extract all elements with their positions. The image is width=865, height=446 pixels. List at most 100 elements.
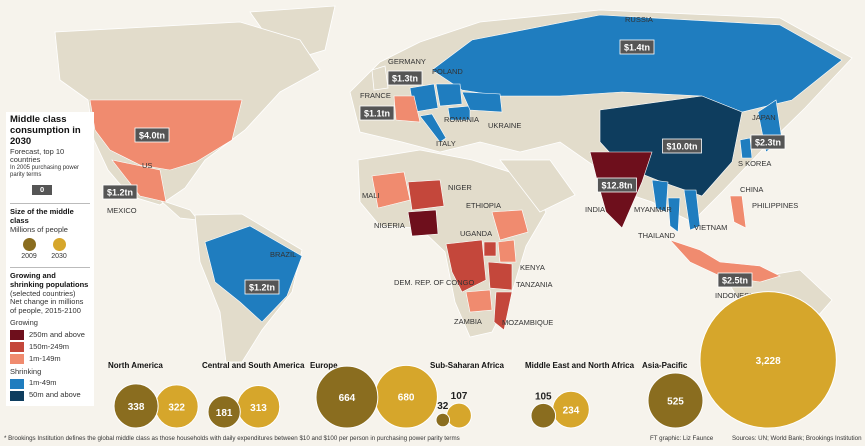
arabia: [499, 159, 576, 213]
region-value: 107: [451, 391, 468, 402]
consumption-box: [244, 279, 280, 295]
region-header: Asia-Pacific: [642, 361, 688, 370]
consumption-label: $12.8tn: [601, 181, 632, 191]
year-key: 2009: [14, 238, 44, 261]
pop-subtitle: (selected countries): [10, 288, 76, 298]
consumption-box: [134, 127, 170, 143]
legend-row: 250m and above: [10, 330, 90, 341]
country-ukraine: [461, 91, 503, 113]
legend-row: 1m-49m: [10, 378, 90, 389]
region-value: 234: [563, 406, 580, 417]
growing-label: Growing: [10, 318, 38, 328]
legend-item: 50m and above: [29, 390, 81, 400]
country-label: UGANDA: [460, 229, 492, 238]
country-france: [393, 95, 421, 123]
country-label: VIETNAM: [694, 223, 727, 232]
consumption-label: $1.2tn: [107, 188, 133, 198]
region-value: 322: [168, 402, 185, 413]
country-label: INDIA: [585, 205, 605, 214]
consumption-box: [359, 105, 395, 121]
country-nigeria: [407, 209, 439, 237]
consumption-label: $1.3tn: [392, 74, 418, 84]
country-niger: [407, 179, 445, 211]
country-label: S KOREA: [738, 159, 771, 168]
country-label: MEXICO: [107, 206, 137, 215]
region-header: Europe: [310, 361, 338, 370]
country-label: INDONESIA: [715, 291, 756, 300]
country-label: THAILAND: [638, 231, 676, 240]
shrinking-label: Shrinking: [10, 367, 42, 377]
region-header: Central and South America: [202, 361, 305, 370]
country-poland: [435, 83, 463, 107]
region-bubble: [446, 402, 472, 429]
year-dot: [22, 238, 36, 252]
legend-row: 150m-249m: [10, 342, 90, 353]
central-america: [159, 199, 199, 221]
country-label: DEM. REP. OF CONGO: [394, 278, 474, 287]
consumption-box: [387, 70, 423, 86]
country-label: GERMANY: [388, 57, 426, 66]
consumption-label: $2.3tn: [755, 138, 781, 148]
country-brazil: [204, 225, 303, 323]
country-mali: [371, 171, 411, 209]
legend-panel: Middle class consumption in 2030 Forecas…: [6, 112, 94, 406]
size-unit: Millions of people: [10, 224, 68, 234]
consumption-label: $10.0tn: [666, 142, 697, 152]
country-kenya: [497, 239, 517, 263]
year-dot: [52, 238, 66, 252]
country-label: ITALY: [436, 139, 456, 148]
country-label: NIGERIA: [374, 221, 405, 230]
region-value: 680: [398, 393, 415, 404]
swatch: [10, 390, 24, 401]
consumption-box: [597, 177, 637, 193]
consumption-label: $1.1tn: [364, 109, 390, 119]
country-label: NIGER: [448, 183, 472, 192]
consumption-label: $2.5tn: [722, 276, 748, 286]
country-thailand: [667, 197, 681, 233]
country-tanzania: [487, 261, 513, 291]
country-label: US: [142, 161, 152, 170]
country-label: MYANMAR: [634, 205, 672, 214]
legend-row: 50m and above: [10, 390, 90, 401]
consumption-box: [619, 39, 655, 55]
size-title: Size of the middle class: [10, 203, 90, 225]
country-label: RUSSIA: [625, 15, 653, 24]
consumption-box: [102, 184, 138, 200]
legend-row: 1m-149m: [10, 354, 90, 365]
consumption-label: $1.4tn: [624, 43, 650, 53]
region-header: Sub-Saharan Africa: [430, 361, 504, 370]
region-value: 338: [128, 402, 145, 413]
credit: FT graphic: Liz Faunce: [650, 435, 714, 442]
country-mexico: [111, 159, 167, 203]
size-key: 2009 2030: [14, 238, 90, 261]
region-value: 313: [250, 403, 267, 414]
country-vietnam: [683, 189, 701, 231]
region-bubble: [315, 365, 379, 429]
country-label: JAPAN: [752, 113, 776, 122]
sources: Sources: UN; World Bank; Brookings Insti…: [732, 435, 862, 442]
bubbles: North America 338 322 Central and South Ame…: [108, 291, 837, 429]
region-value: 664: [339, 393, 356, 404]
country-philippines: [729, 195, 747, 229]
country-label: PHILIPPINES: [752, 201, 798, 210]
consumption-label: $4.0tn: [139, 131, 165, 141]
country-zambia: [465, 289, 493, 313]
legend-title: Middle class consumption in 2030: [10, 114, 81, 147]
country-label: MALI: [362, 191, 380, 200]
year-label: 2009: [21, 253, 37, 261]
country-korea: [739, 137, 753, 159]
year-key: 2030: [44, 238, 74, 261]
consumption-box: [750, 134, 786, 150]
region-value: 3,228: [756, 356, 781, 367]
country-indonesia: [669, 239, 781, 283]
region-bubble: [699, 291, 837, 429]
region-bubble: [530, 402, 557, 429]
region-header: North America: [108, 361, 163, 370]
consumption-label: $1.2tn: [249, 283, 275, 293]
country-label: ROMANIA: [444, 115, 479, 124]
legend-item: 1m-49m: [29, 378, 57, 388]
country-label: ETHIOPIA: [466, 201, 501, 210]
swatch: [10, 342, 24, 353]
legend-note: In 2005 purchasing power parity terms: [10, 165, 80, 178]
